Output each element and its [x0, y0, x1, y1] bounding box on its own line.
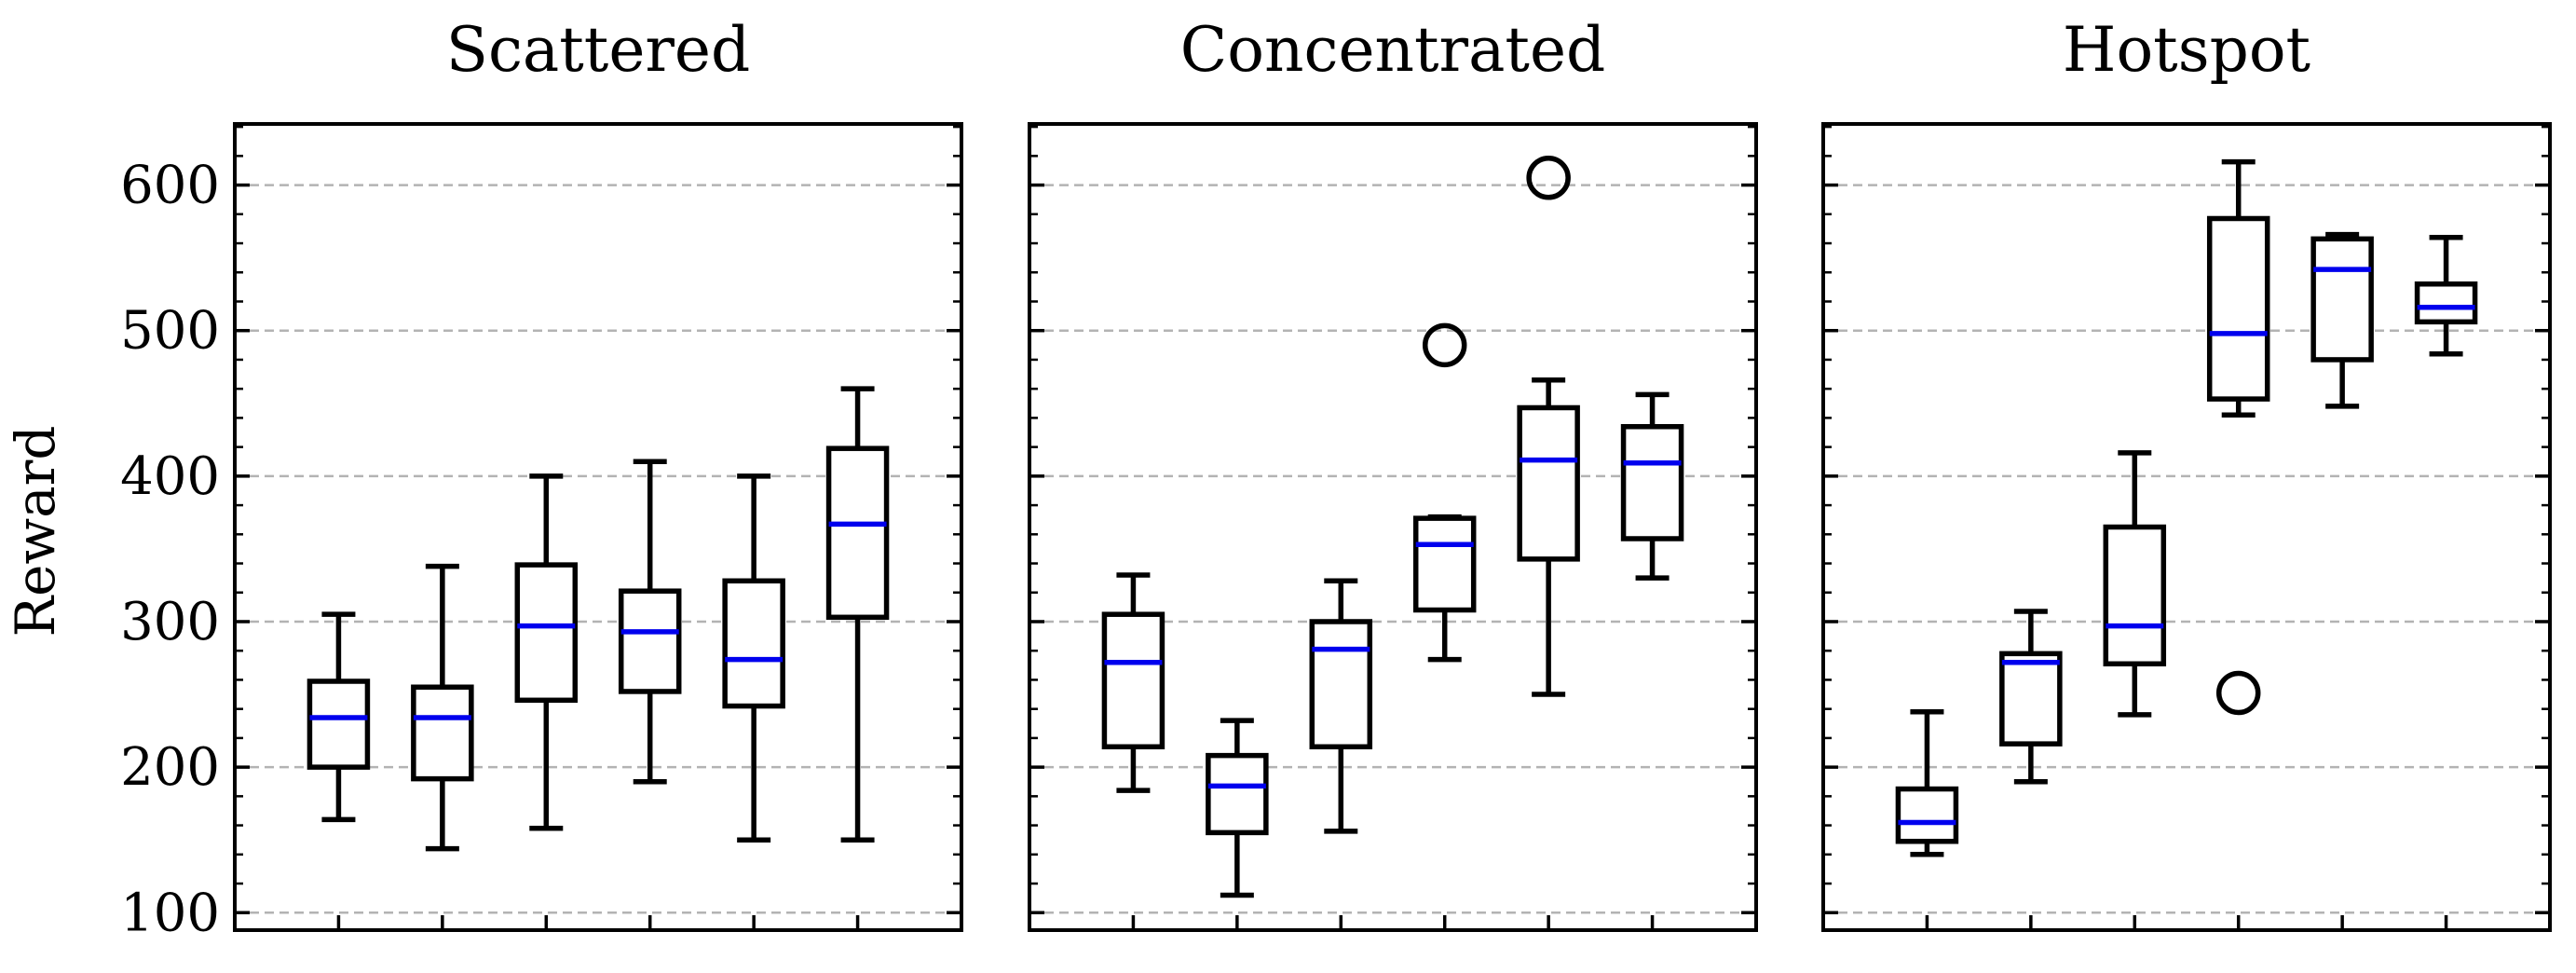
box-group	[2414, 235, 2478, 930]
box-group	[2206, 158, 2270, 930]
box-group	[825, 386, 890, 930]
box-group	[618, 459, 682, 930]
panel-scattered: 100 200 300 400 500 600 Scattered	[120, 14, 963, 943]
panel-title: Concentrated	[1180, 14, 1606, 86]
outlier-point	[1526, 156, 1571, 200]
y-tick-label: 100	[120, 883, 220, 943]
plot-frame	[1028, 122, 1758, 932]
outlier-point	[1422, 322, 1467, 368]
y-tick-label: 400	[120, 446, 220, 507]
box	[722, 578, 785, 709]
box-group	[1517, 156, 1580, 930]
y-axis-label: Reward	[4, 425, 67, 637]
y-tick-label: 500	[120, 301, 220, 362]
box-group	[514, 473, 579, 930]
panel-hotspot: Hotspot	[1821, 14, 2552, 932]
box-group	[1206, 718, 1269, 930]
y-tick-label: 300	[120, 592, 220, 652]
y-tick-label: 200	[120, 737, 220, 798]
box	[618, 588, 682, 694]
box-group	[1309, 578, 1373, 930]
box-group	[722, 473, 785, 930]
box	[1620, 424, 1684, 541]
panel-title: Hotspot	[2063, 14, 2310, 86]
box	[1517, 404, 1580, 562]
box	[2103, 524, 2167, 667]
outlier-point	[2215, 670, 2261, 716]
box-group	[1999, 609, 2063, 930]
box	[1999, 651, 2063, 747]
box	[1206, 752, 1269, 836]
box	[1895, 786, 1959, 844]
box-group	[2310, 231, 2374, 930]
box-group	[1620, 391, 1684, 930]
plot-frame	[233, 122, 963, 932]
box	[411, 684, 474, 782]
box	[2206, 215, 2270, 402]
box-group	[411, 563, 474, 930]
box	[2310, 236, 2374, 363]
box	[1309, 619, 1373, 750]
box-group	[2103, 450, 2167, 930]
box	[2414, 281, 2478, 325]
box-group	[1895, 709, 1959, 930]
panel-title: Scattered	[446, 14, 751, 86]
panel-concentrated: Concentrated	[1028, 14, 1758, 932]
y-tick-label: 600	[120, 156, 220, 216]
box-group	[307, 611, 371, 930]
box-group	[1101, 572, 1165, 930]
box	[1101, 611, 1165, 750]
box	[825, 445, 890, 621]
box	[307, 678, 371, 770]
plot-frame	[1821, 122, 2552, 932]
box	[1412, 515, 1477, 613]
box	[514, 562, 579, 704]
box-group	[1412, 322, 1477, 930]
